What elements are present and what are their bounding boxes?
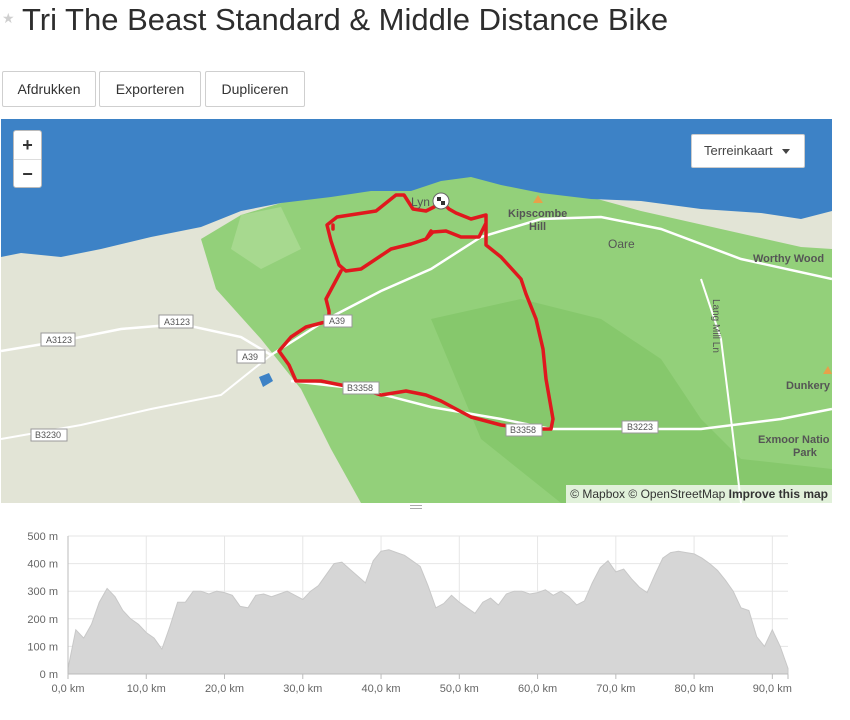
route-line[interactable] bbox=[277, 193, 555, 431]
road-shield: B3223 bbox=[627, 422, 653, 432]
x-tick-label: 40,0 km bbox=[361, 683, 400, 695]
x-tick-label: 30,0 km bbox=[283, 683, 322, 695]
finish-flag-icon[interactable] bbox=[432, 192, 450, 210]
place-label: Oare bbox=[608, 237, 635, 251]
y-tick-label: 0 m bbox=[40, 669, 58, 681]
place-label: Park bbox=[793, 447, 818, 459]
forest-area bbox=[431, 299, 832, 503]
y-tick-label: 100 m bbox=[27, 641, 58, 653]
summit-icon bbox=[823, 366, 832, 374]
resize-handle[interactable] bbox=[410, 505, 422, 511]
park-area bbox=[231, 207, 301, 269]
x-tick-label: 10,0 km bbox=[127, 683, 166, 695]
place-label: Hill bbox=[529, 221, 546, 233]
y-tick-label: 500 m bbox=[27, 531, 58, 543]
road-a39 bbox=[270, 215, 832, 357]
page-title: Tri The Beast Standard & Middle Distance… bbox=[22, 2, 669, 37]
summit-icon bbox=[533, 195, 543, 203]
x-tick-label: 60,0 km bbox=[518, 683, 557, 695]
export-button[interactable]: Exporteren bbox=[99, 71, 201, 107]
road-name-label: Lang Mill Ln bbox=[710, 299, 721, 353]
x-tick-label: 20,0 km bbox=[205, 683, 244, 695]
caret-down-icon bbox=[782, 149, 790, 154]
road-shield: B3358 bbox=[347, 383, 373, 393]
page-header: ★ Tri The Beast Standard & Middle Distan… bbox=[0, 0, 850, 44]
x-tick-label: 50,0 km bbox=[440, 683, 479, 695]
route-map[interactable]: Lyn Kipscombe Hill Oare Worthy Wood Lang… bbox=[1, 119, 832, 503]
place-label: Lyn bbox=[411, 195, 430, 209]
map-canvas[interactable]: Lyn Kipscombe Hill Oare Worthy Wood Lang… bbox=[1, 119, 832, 503]
elevation-profile[interactable]: 500 m 400 m 300 m 200 m 100 m 0 m 0,0 km 10,0 k… bbox=[0, 520, 850, 720]
reservoir bbox=[259, 373, 273, 387]
map-layer-select[interactable]: Terreinkaart bbox=[691, 134, 805, 168]
road-shield: A3123 bbox=[46, 335, 72, 345]
place-label: Dunkery bbox=[786, 380, 831, 392]
zoom-in-button[interactable]: + bbox=[14, 131, 41, 160]
road-shield: A39 bbox=[242, 352, 258, 362]
zoom-out-button[interactable]: − bbox=[22, 164, 33, 184]
x-tick-label: 80,0 km bbox=[675, 683, 714, 695]
x-tick-label: 90,0 km bbox=[753, 683, 792, 695]
print-button[interactable]: Afdrukken bbox=[2, 71, 96, 107]
x-tick-label: 70,0 km bbox=[596, 683, 635, 695]
mapbox-credit-link[interactable]: © Mapbox bbox=[570, 487, 626, 501]
elevation-area bbox=[67, 549, 789, 675]
road-shield: B3230 bbox=[35, 430, 61, 440]
road-shield: A3123 bbox=[164, 317, 190, 327]
x-tick-label: 0,0 km bbox=[51, 683, 84, 695]
improve-map-link[interactable]: Improve this map bbox=[728, 487, 828, 501]
road-lane bbox=[700, 278, 742, 503]
y-tick-label: 400 m bbox=[27, 559, 58, 571]
zoom-control: + − bbox=[13, 130, 42, 188]
star-icon[interactable]: ★ bbox=[2, 10, 15, 26]
map-layer-label: Terreinkaart bbox=[704, 143, 773, 158]
place-label: Worthy Wood bbox=[753, 253, 824, 265]
road-shield: B3358 bbox=[510, 425, 536, 435]
y-tick-label: 300 m bbox=[27, 586, 58, 598]
sea bbox=[1, 119, 832, 257]
place-label: Exmoor Natio bbox=[758, 434, 830, 446]
y-tick-label: 200 m bbox=[27, 614, 58, 626]
osm-credit-link[interactable]: © OpenStreetMap bbox=[628, 487, 726, 501]
road-shield: A39 bbox=[329, 316, 345, 326]
duplicate-button[interactable]: Dupliceren bbox=[205, 71, 305, 107]
place-label: Kipscombe bbox=[508, 208, 567, 220]
map-attribution: © Mapbox © OpenStreetMap Improve this ma… bbox=[566, 485, 832, 503]
